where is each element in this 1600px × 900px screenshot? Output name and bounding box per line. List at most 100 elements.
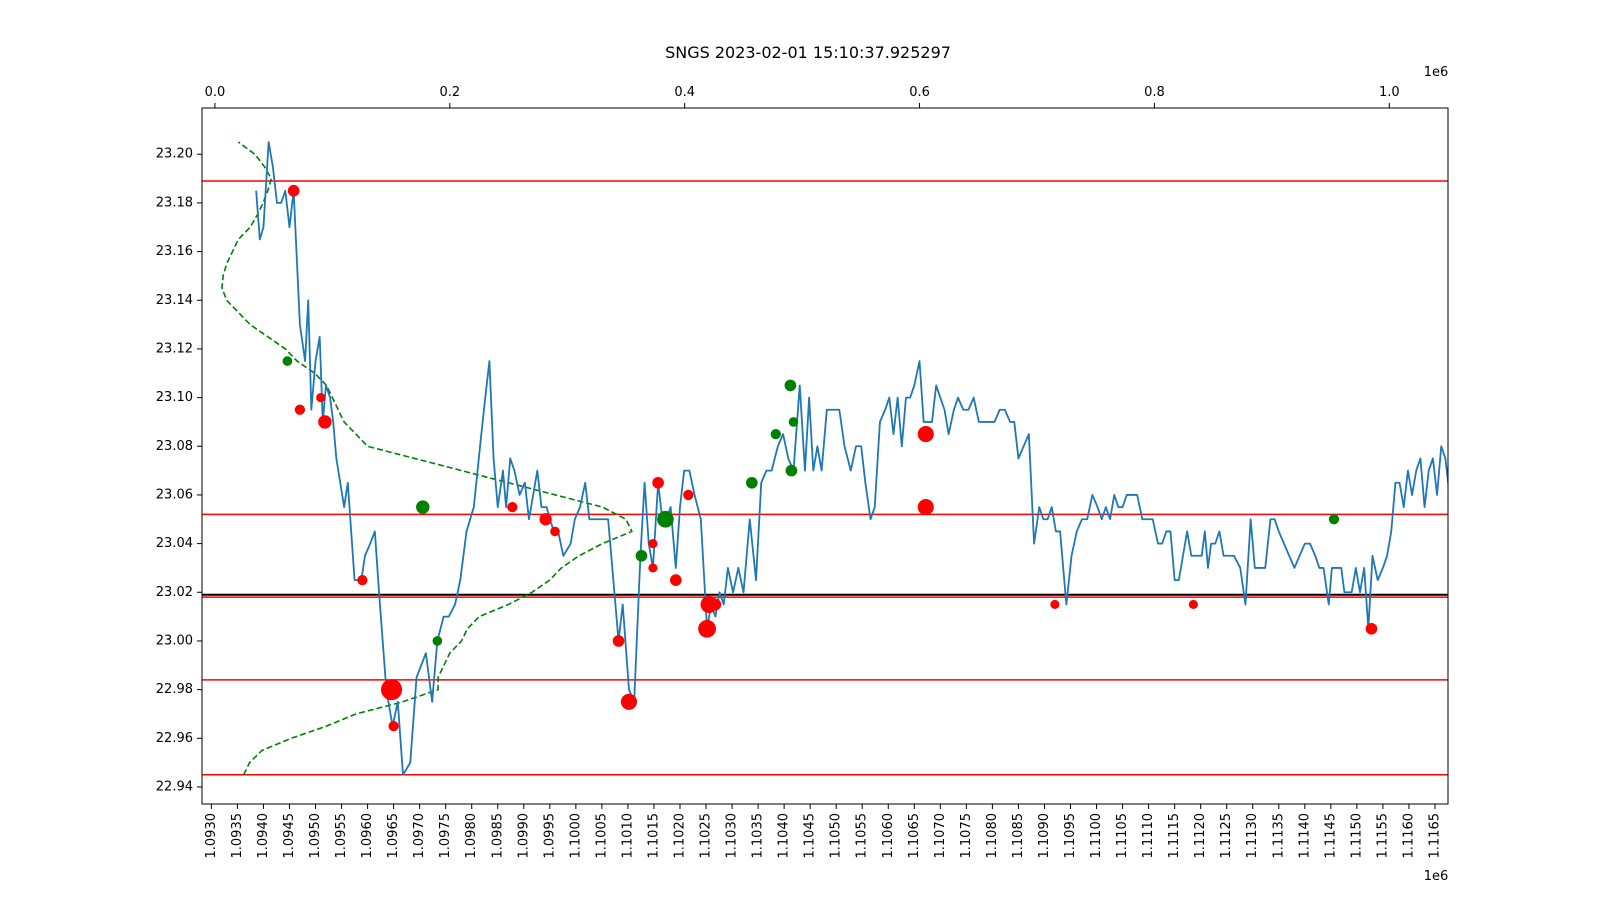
sell-marker-0 (287, 184, 300, 197)
axes-frame (201, 107, 1449, 805)
y-tick-label-1: 22.96 (156, 731, 193, 746)
x-tick-label-29: 1.1075 (959, 813, 974, 859)
x-tick-label-28: 1.1070 (933, 813, 948, 859)
x-tick-label-34: 1.1100 (1089, 813, 1104, 859)
x-tick-label-36: 1.1110 (1141, 813, 1156, 859)
x-tick-label-7: 1.0965 (386, 813, 401, 859)
buy-marker-10 (1328, 514, 1340, 525)
x-tick-label-22: 1.1040 (777, 813, 792, 859)
bottom-x-axis: 1.0930 1.0935 1.0940 1.0945 1.0950 1.0955 1.09… (204, 804, 1442, 859)
x-tick-label-42: 1.1140 (1297, 813, 1312, 859)
x-tick-label-43: 1.1145 (1323, 813, 1338, 859)
x-tick-label-3: 1.0945 (282, 813, 297, 859)
x-tick-label-16: 1.1010 (620, 813, 635, 859)
sell-marker-15 (652, 476, 664, 489)
x-tick-label-38: 1.1120 (1193, 813, 1208, 859)
top-tick-label-1: 0.2 (439, 85, 460, 100)
x-tick-label-19: 1.1025 (699, 813, 714, 859)
x-tick-label-45: 1.1155 (1375, 813, 1390, 859)
y-tick-label-12: 23.18 (156, 195, 193, 210)
y-tick-label-2: 22.98 (156, 682, 193, 697)
x-tick-label-2: 1.0940 (256, 813, 271, 859)
sell-marker-19 (698, 619, 716, 638)
x-tick-label-31: 1.1085 (1011, 813, 1026, 859)
top-tick-label-5: 1.0 (1379, 85, 1400, 100)
x-tick-label-37: 1.1115 (1167, 813, 1182, 859)
y-tick-label-11: 23.16 (156, 244, 193, 259)
top-tick-label-2: 0.4 (674, 85, 695, 100)
buy-marker-9 (788, 417, 799, 427)
x-tick-label-9: 1.0975 (438, 813, 453, 859)
x-tick-label-13: 1.0995 (542, 813, 557, 859)
chart-title: SNGS 2023-02-01 15:10:37.925297 (665, 43, 951, 62)
plot-inner (202, 141, 1448, 776)
x-tick-label-27: 1.1065 (907, 813, 922, 859)
x-tick-label-39: 1.1125 (1219, 813, 1234, 859)
top-tick-label-3: 0.6 (909, 85, 930, 100)
buy-marker-1 (416, 500, 430, 514)
sell-marker-5 (357, 574, 368, 586)
sell-marker-4 (318, 415, 332, 429)
buy-marker-7 (784, 379, 797, 392)
buy-marker-5 (746, 476, 758, 489)
volume-profile-line (221, 141, 633, 776)
buy-marker-6 (770, 428, 781, 440)
top-axis-multiplier: 1e6 (1424, 65, 1449, 80)
sell-marker-22 (917, 426, 934, 443)
x-tick-label-41: 1.1135 (1271, 813, 1286, 859)
buy-marker-0 (282, 356, 293, 366)
sell-marker-9 (539, 513, 552, 526)
sell-marker-14 (648, 563, 658, 573)
buy-marker-4 (657, 510, 674, 528)
sell-marker-23 (917, 499, 934, 516)
y-tick-label-9: 23.12 (156, 341, 193, 356)
y-tick-label-8: 23.10 (156, 390, 193, 405)
x-tick-label-6: 1.0960 (360, 813, 375, 859)
y-tick-label-4: 23.02 (156, 585, 193, 600)
price-line (255, 141, 1448, 776)
x-tick-label-46: 1.1160 (1401, 813, 1416, 859)
buy-marker-8 (785, 464, 798, 477)
buy-marker-2 (432, 636, 443, 646)
sell-marker-2 (294, 404, 306, 415)
top-x-axis: 0.0 0.2 0.4 0.6 0.8 1.0 (205, 85, 1400, 108)
x-tick-label-1: 1.0935 (230, 813, 245, 859)
x-tick-label-4: 1.0950 (308, 813, 323, 859)
sell-marker-7 (388, 720, 399, 732)
buy-marker-3 (635, 549, 648, 562)
sell-marker-17 (669, 574, 682, 586)
x-tick-label-24: 1.1050 (829, 813, 844, 859)
x-tick-label-35: 1.1105 (1115, 813, 1130, 859)
plot-area (202, 141, 1448, 776)
y-tick-label-10: 23.14 (156, 293, 193, 308)
x-tick-label-25: 1.1055 (855, 813, 870, 859)
x-tick-label-40: 1.1130 (1245, 813, 1260, 859)
sell-marker-26 (1365, 622, 1378, 635)
x-tick-label-17: 1.1015 (646, 813, 661, 859)
x-tick-label-33: 1.1095 (1063, 813, 1078, 859)
sell-marker-3 (316, 393, 326, 403)
x-tick-label-30: 1.1080 (985, 813, 1000, 859)
x-tick-label-10: 1.0980 (464, 813, 479, 859)
top-tick-label-4: 0.8 (1144, 85, 1165, 100)
y-tick-label-3: 23.00 (156, 633, 193, 648)
x-tick-label-44: 1.1150 (1349, 813, 1364, 859)
x-tick-label-14: 1.1000 (568, 813, 583, 859)
sell-marker-6 (380, 679, 403, 701)
x-tick-label-32: 1.1090 (1037, 813, 1052, 859)
sell-marker-18 (683, 489, 694, 501)
sell-marker-8 (507, 501, 518, 513)
x-tick-label-21: 1.1035 (751, 813, 766, 859)
y-axis: 22.94 22.96 22.98 23.00 23.02 23.04 23.06 23.08… (156, 147, 202, 794)
y-tick-label-0: 22.94 (156, 779, 193, 794)
y-tick-label-7: 23.08 (156, 439, 193, 454)
sell-marker-10 (550, 526, 560, 537)
x-tick-label-11: 1.0985 (490, 813, 505, 859)
sell-marker-21 (709, 598, 722, 611)
x-tick-label-8: 1.0970 (412, 813, 427, 859)
sell-marker-24 (1050, 599, 1060, 610)
sell-marker-11 (612, 635, 625, 647)
x-tick-label-18: 1.1020 (672, 813, 687, 859)
